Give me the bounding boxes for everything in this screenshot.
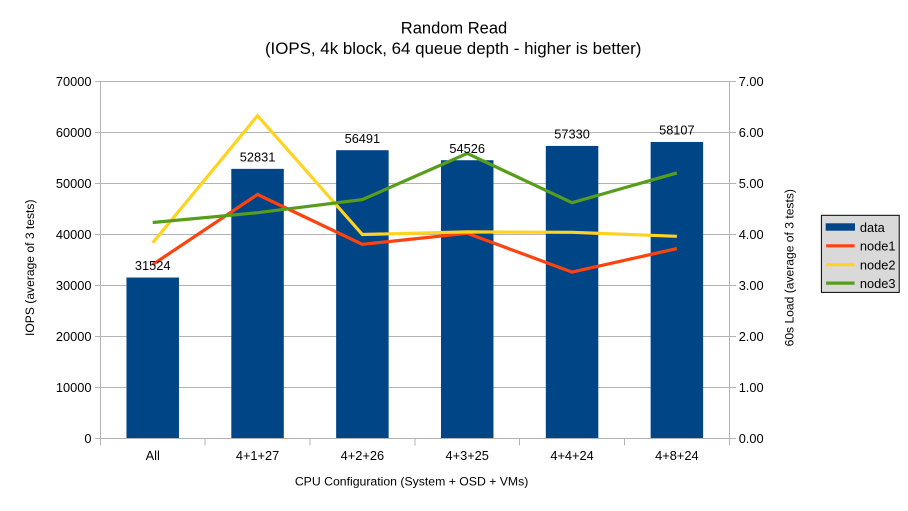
svg-text:4+4+24: 4+4+24 (550, 448, 593, 463)
svg-text:57330: 57330 (554, 127, 590, 142)
svg-text:data: data (860, 220, 886, 235)
svg-text:6.00: 6.00 (739, 125, 764, 140)
svg-text:node2: node2 (860, 257, 896, 272)
svg-text:7.00: 7.00 (739, 74, 764, 89)
svg-text:0: 0 (84, 431, 91, 446)
svg-text:Random Read: Random Read (401, 20, 507, 38)
svg-text:54526: 54526 (449, 141, 485, 156)
svg-text:60000: 60000 (56, 125, 92, 140)
svg-text:All: All (146, 448, 160, 463)
svg-text:4.00: 4.00 (739, 227, 764, 242)
svg-text:70000: 70000 (56, 74, 92, 89)
svg-text:20000: 20000 (56, 329, 92, 344)
svg-text:4+8+24: 4+8+24 (655, 448, 698, 463)
svg-text:40000: 40000 (56, 227, 92, 242)
svg-text:10000: 10000 (56, 380, 92, 395)
svg-text:3.00: 3.00 (739, 278, 764, 293)
svg-text:4+3+25: 4+3+25 (446, 448, 489, 463)
svg-text:4+2+26: 4+2+26 (341, 448, 384, 463)
svg-text:0.00: 0.00 (739, 431, 764, 446)
svg-text:node1: node1 (860, 239, 896, 254)
svg-text:CPU Configuration (System + OS: CPU Configuration (System + OSD + VMs) (295, 474, 529, 488)
svg-text:50000: 50000 (56, 176, 92, 191)
svg-text:4+1+27: 4+1+27 (236, 448, 279, 463)
svg-text:IOPS (average of 3 tests): IOPS (average of 3 tests) (23, 200, 37, 336)
svg-text:58107: 58107 (659, 123, 695, 138)
svg-text:2.00: 2.00 (739, 329, 764, 344)
svg-text:56491: 56491 (345, 131, 381, 146)
svg-text:5.00: 5.00 (739, 176, 764, 191)
svg-text:30000: 30000 (56, 278, 92, 293)
svg-text:(IOPS, 4k block, 64 queue dept: (IOPS, 4k block, 64 queue depth - higher… (265, 39, 642, 58)
svg-text:52831: 52831 (240, 150, 276, 165)
svg-text:31524: 31524 (135, 258, 171, 273)
svg-text:1.00: 1.00 (739, 380, 764, 395)
svg-text:60s Load (average of 3 tests): 60s Load (average of 3 tests) (782, 189, 796, 346)
svg-text:node3: node3 (860, 276, 896, 291)
